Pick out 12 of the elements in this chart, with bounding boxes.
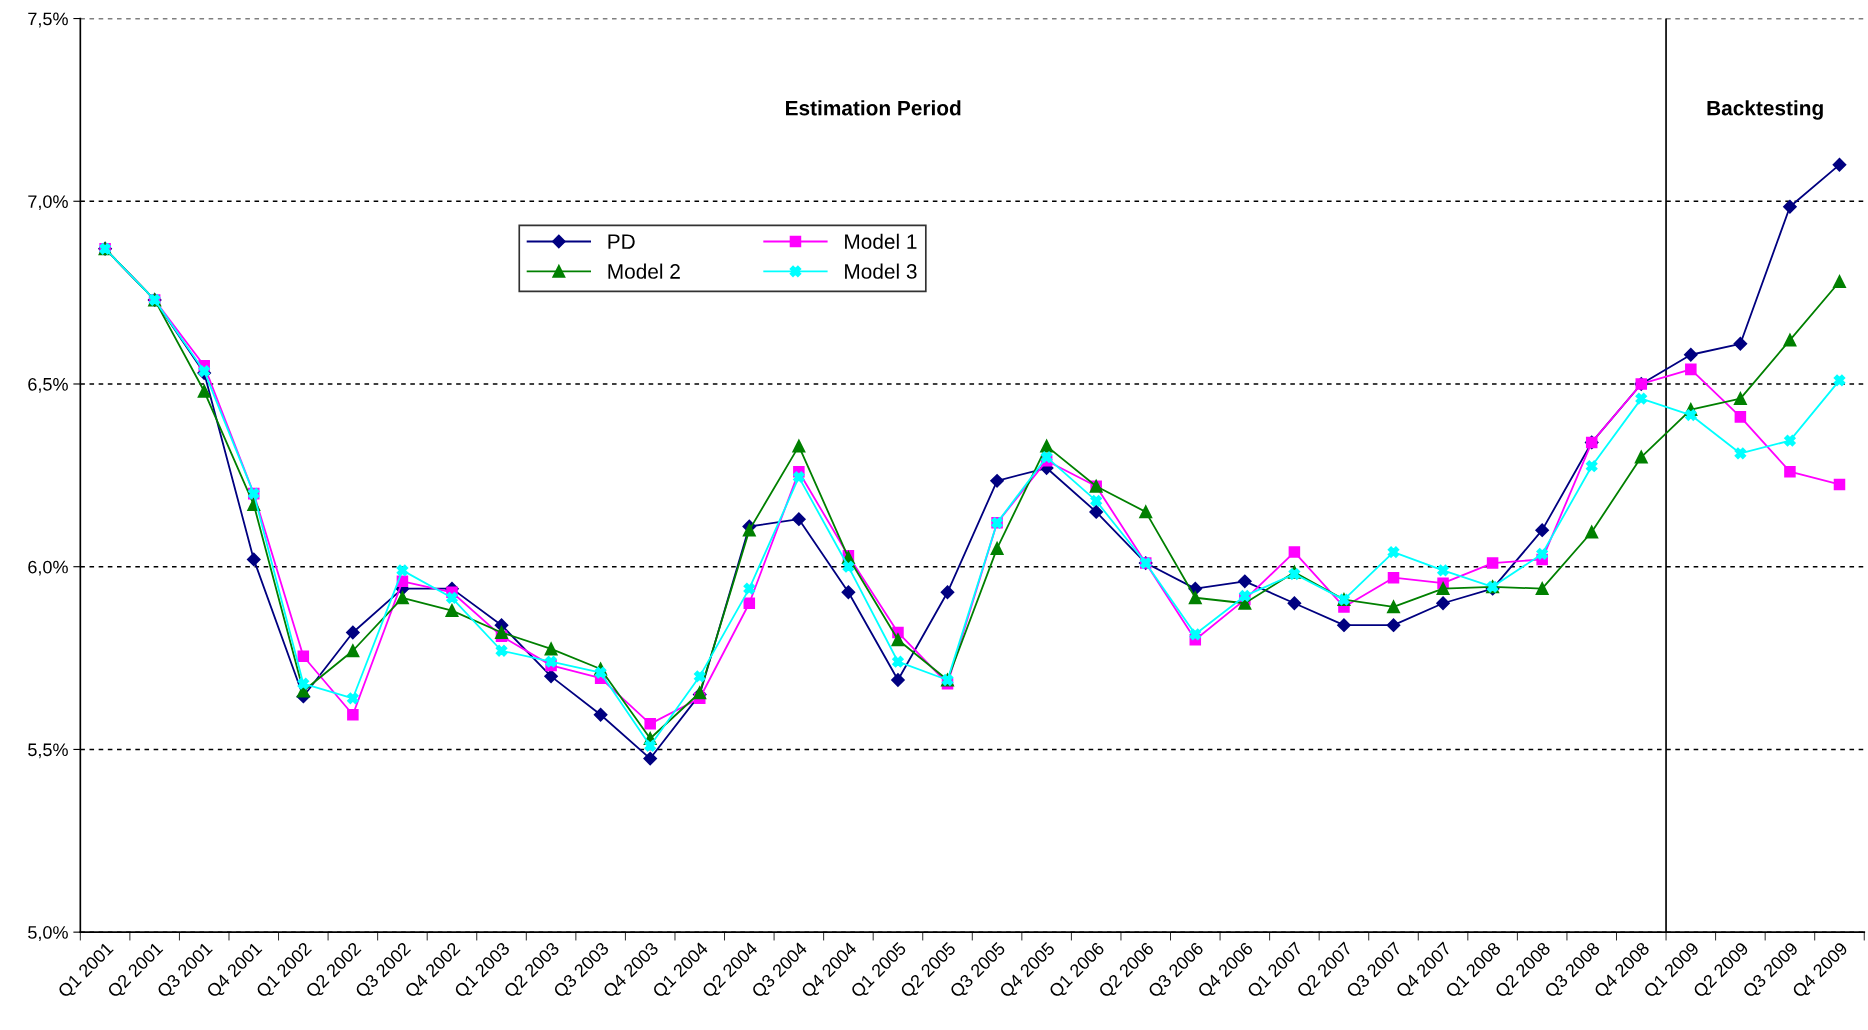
- legend-label: PD: [608, 234, 635, 249]
- y-tick-label: 7,0%: [28, 195, 68, 211]
- y-tick-label: 7,5%: [28, 12, 68, 28]
- y-tick-label: 6,0%: [28, 560, 68, 576]
- annotation: Backtesting: [1707, 100, 1823, 120]
- y-tick-label: 6,5%: [28, 377, 68, 393]
- y-tick-label: 5,5%: [28, 743, 68, 759]
- y-tick-label: 5,0%: [28, 926, 68, 941]
- legend-label: Model 1: [845, 233, 917, 250]
- annotation: Estimation Period: [786, 100, 961, 116]
- legend-label: Model 2: [608, 263, 680, 279]
- legend-label: Model 3: [845, 263, 917, 279]
